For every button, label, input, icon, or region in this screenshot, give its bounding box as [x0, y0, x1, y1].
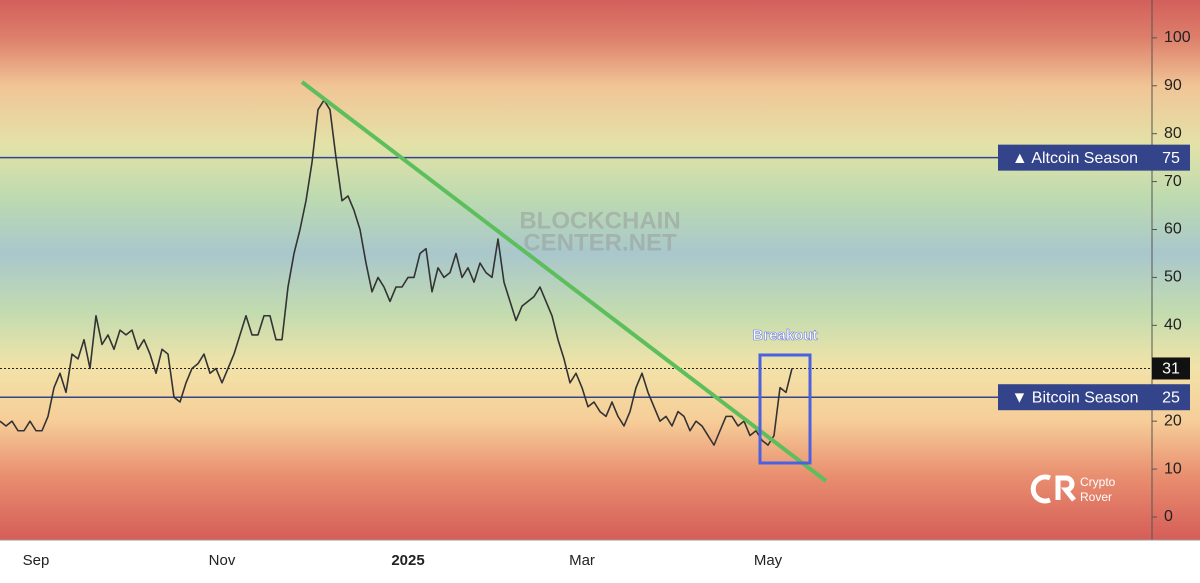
x-tick-label: 2025 — [391, 552, 424, 569]
logo: Crypto Rover — [1030, 474, 1116, 504]
watermark: Crypto — [1080, 475, 1116, 489]
watermark: Rover — [1080, 490, 1112, 504]
line — [0, 99, 793, 446]
x-tick-label: May — [754, 552, 783, 569]
breakout-box — [758, 353, 812, 465]
watermark: CENTER.NET — [523, 229, 677, 256]
y-tick-label: 10 — [1164, 460, 1182, 477]
annotation: Breakout — [752, 327, 817, 344]
last-value-label: 31 — [1162, 361, 1180, 378]
reference-label-box — [998, 144, 1152, 171]
plot — [0, 99, 1152, 446]
y-tick-label: 90 — [1164, 77, 1182, 94]
trendline — [300, 80, 828, 483]
x-axis-area — [0, 540, 1200, 583]
reference-label-box — [998, 384, 1152, 411]
y-tick-label: 0 — [1164, 508, 1173, 525]
last-value-box — [1152, 357, 1190, 380]
reference-label: ▼ Bitcoin Season — [1011, 389, 1138, 406]
y-tick-label: 20 — [1164, 412, 1182, 429]
background — [0, 0, 1200, 540]
reference-label: ▲ Altcoin Season — [1012, 150, 1138, 167]
x-tick-label: Nov — [209, 552, 236, 569]
watermark: BLOCKCHAIN — [519, 207, 680, 234]
y-tick-label: 40 — [1164, 317, 1182, 334]
x-tick-label: Sep — [23, 552, 50, 569]
y-tick-label: 50 — [1164, 269, 1182, 286]
reference-value-box — [1152, 384, 1190, 411]
reference-value-box — [1152, 144, 1190, 171]
logo-mark — [1030, 474, 1076, 504]
reference-value: 75 — [1162, 150, 1180, 167]
y-tick-label: 60 — [1164, 221, 1182, 238]
y-tick-label: 80 — [1164, 125, 1182, 142]
x-tick-label: Mar — [569, 552, 595, 569]
y-tick-label: 70 — [1164, 173, 1182, 190]
reference-value: 25 — [1162, 389, 1180, 406]
y-tick-label: 100 — [1164, 29, 1191, 46]
